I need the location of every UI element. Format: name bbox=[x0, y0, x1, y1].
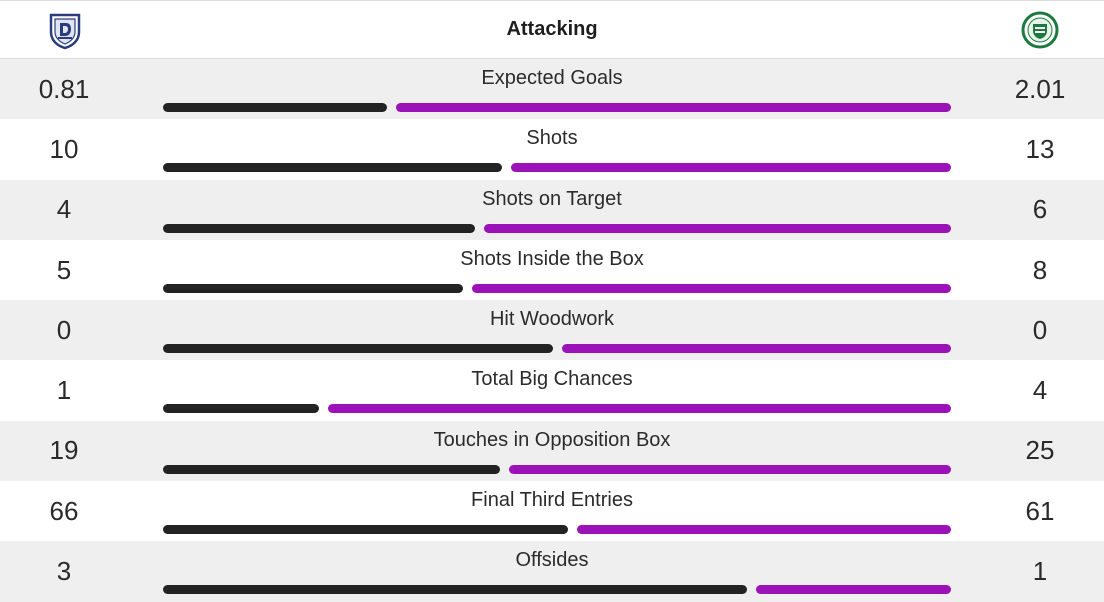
stat-label: Shots bbox=[526, 127, 578, 150]
home-value: 3 bbox=[56, 556, 72, 587]
stat-label: Total Big Chances bbox=[471, 368, 633, 391]
away-value: 2.01 bbox=[1014, 73, 1066, 104]
stat-row: 0 Hit Woodwork 0 bbox=[0, 300, 1104, 361]
home-value: 0 bbox=[56, 314, 72, 345]
home-bar bbox=[163, 404, 319, 414]
comparison-bar bbox=[163, 464, 951, 474]
comparison-bar bbox=[163, 344, 951, 354]
stat-label: Final Third Entries bbox=[471, 489, 633, 512]
away-bar bbox=[472, 283, 951, 293]
away-value: 6 bbox=[1032, 194, 1048, 225]
stat-label: Touches in Opposition Box bbox=[433, 428, 671, 451]
section-title: Attacking bbox=[506, 18, 598, 40]
comparison-bar bbox=[163, 223, 951, 233]
home-value: 10 bbox=[49, 133, 79, 164]
home-bar bbox=[163, 464, 500, 474]
comparison-bar bbox=[163, 103, 951, 112]
home-bar bbox=[163, 525, 568, 535]
home-bar bbox=[163, 223, 475, 233]
stat-row: 1 Total Big Chances 4 bbox=[0, 360, 1104, 421]
away-value: 1 bbox=[1032, 556, 1048, 587]
comparison-bar bbox=[163, 585, 951, 595]
stat-label: Expected Goals bbox=[481, 67, 623, 89]
away-value: 4 bbox=[1032, 375, 1048, 406]
comparison-bar bbox=[163, 404, 951, 414]
home-value: 66 bbox=[49, 495, 79, 526]
home-value: 19 bbox=[49, 435, 79, 466]
home-bar bbox=[163, 585, 747, 595]
stat-row: 0.81 Expected Goals 2.01 bbox=[0, 59, 1104, 120]
home-bar bbox=[163, 103, 387, 112]
away-bar bbox=[328, 404, 951, 414]
home-value: 0.81 bbox=[38, 73, 90, 104]
stat-row: 19 Touches in Opposition Box 25 bbox=[0, 420, 1104, 482]
stat-label: Hit Woodwork bbox=[489, 308, 615, 331]
stat-label: Offsides bbox=[515, 549, 589, 572]
dundee-crest-icon[interactable] bbox=[45, 10, 85, 50]
away-bar bbox=[756, 585, 951, 595]
away-bar bbox=[396, 103, 951, 112]
away-value: 25 bbox=[1025, 435, 1055, 466]
away-bar bbox=[511, 163, 951, 173]
away-value: 8 bbox=[1032, 254, 1048, 285]
comparison-bar bbox=[163, 163, 951, 173]
stat-row: 5 Shots Inside the Box 8 bbox=[0, 239, 1104, 301]
away-bar bbox=[509, 464, 951, 474]
away-bar bbox=[577, 525, 951, 535]
away-bar bbox=[562, 344, 951, 354]
home-value: 4 bbox=[56, 194, 72, 225]
stat-row: 66 Final Third Entries 61 bbox=[0, 481, 1104, 542]
stats-list: 0.81 Expected Goals 2.01 10 Shots 13 4 S… bbox=[0, 59, 1104, 602]
home-bar bbox=[163, 344, 553, 354]
stat-row: 10 Shots 13 bbox=[0, 119, 1104, 180]
stat-row: 3 Offsides 1 bbox=[0, 541, 1104, 602]
stat-label: Shots Inside the Box bbox=[460, 247, 644, 270]
hibernian-crest-icon[interactable] bbox=[1020, 10, 1060, 50]
away-bar bbox=[484, 223, 951, 233]
home-value: 5 bbox=[56, 254, 72, 285]
away-value: 0 bbox=[1032, 314, 1048, 345]
comparison-bar bbox=[163, 525, 951, 535]
stat-row: 4 Shots on Target 6 bbox=[0, 179, 1104, 240]
home-value: 1 bbox=[56, 375, 72, 406]
comparison-bar bbox=[163, 283, 951, 293]
home-bar bbox=[163, 283, 463, 293]
away-value: 61 bbox=[1025, 495, 1055, 526]
home-bar bbox=[163, 163, 502, 173]
away-value: 13 bbox=[1025, 133, 1055, 164]
stats-header: Attacking bbox=[0, 0, 1104, 59]
stat-label: Shots on Target bbox=[482, 187, 622, 210]
